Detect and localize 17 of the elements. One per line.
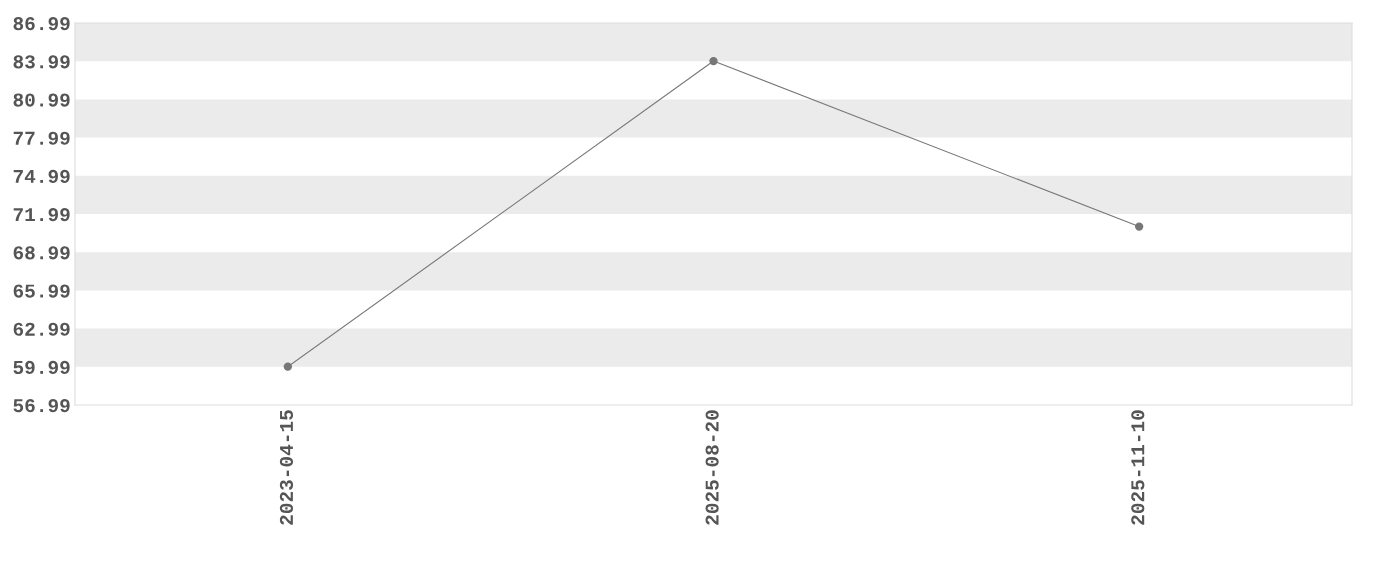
x-tick-label: 2025-08-20 xyxy=(705,410,719,525)
y-tick-label: 74.99 xyxy=(13,169,70,184)
y-tick-label: 77.99 xyxy=(13,131,70,145)
point xyxy=(709,56,718,66)
y-tick-label: 86.99 xyxy=(13,17,70,31)
point xyxy=(283,362,293,371)
x-tick-label: 2025-11-10 xyxy=(1131,410,1145,525)
y-tick-label: 65.99 xyxy=(13,284,70,298)
y-tick-label: 59.99 xyxy=(13,360,70,375)
y-tick-label: 62.99 xyxy=(13,322,70,336)
x-tick-label: 2023-04-15 xyxy=(279,410,294,525)
y-tick-label: 80.99 xyxy=(13,93,70,107)
y-tick-label: 71.99 xyxy=(13,208,70,222)
y-tick-label: 56.99 xyxy=(13,399,70,413)
y-tick-label: 68.99 xyxy=(13,246,70,260)
y-tick-label: 83.99 xyxy=(13,55,70,69)
point xyxy=(1134,222,1144,231)
